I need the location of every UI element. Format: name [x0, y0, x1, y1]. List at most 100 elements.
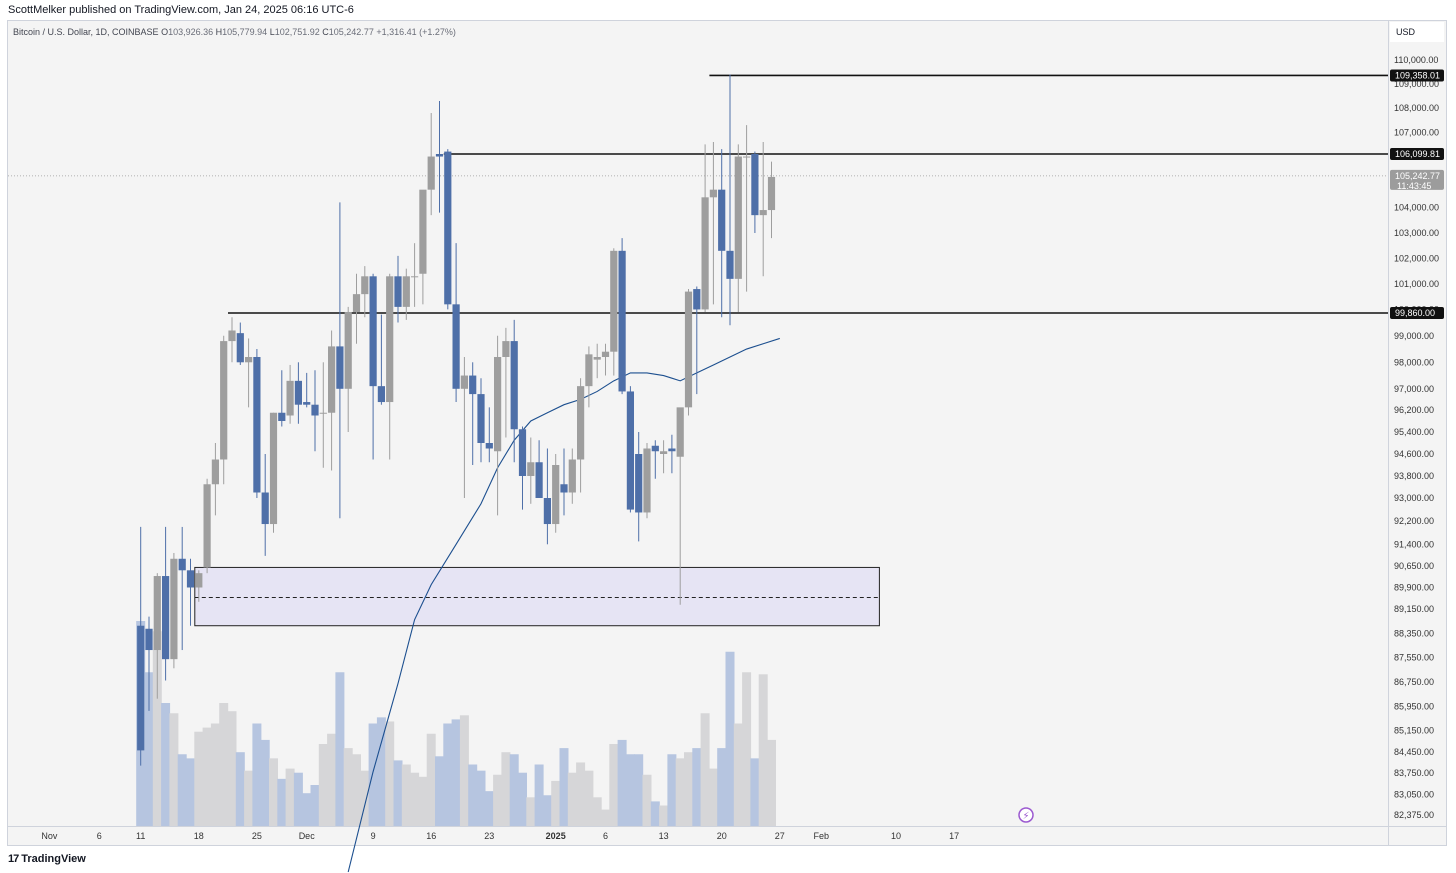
volume-bar	[293, 772, 303, 826]
y-tick-label: 89,900.00	[1394, 583, 1434, 593]
candle-body	[162, 576, 170, 660]
volume-bar	[244, 770, 254, 826]
candle-body	[402, 276, 410, 307]
y-tick-label: 92,200.00	[1394, 516, 1434, 526]
currency-button[interactable]: USD	[1390, 22, 1444, 42]
y-tick-label: 84,450.00	[1394, 747, 1434, 757]
x-tick-label: 18	[194, 831, 204, 841]
volume-bar	[194, 731, 204, 826]
high-value: 105,779.94	[222, 27, 268, 37]
x-tick-label: 16	[426, 831, 436, 841]
price-label-countdown: 11:43:45	[1397, 181, 1431, 191]
candle-body	[195, 573, 203, 588]
candle-body	[651, 445, 659, 452]
candle-body	[394, 276, 402, 307]
price-label: 106,099.81	[1395, 149, 1440, 159]
y-tick-label: 102,000.00	[1394, 253, 1439, 263]
candle-body	[477, 394, 485, 443]
candle-body	[626, 391, 634, 510]
candle-body	[319, 412, 327, 414]
candle-body	[145, 628, 153, 651]
volume-bar	[717, 748, 727, 826]
volume-bar	[733, 723, 743, 826]
price-label-badge	[1390, 307, 1444, 319]
low-label: L	[269, 27, 275, 37]
volume-bar	[435, 756, 444, 826]
candle-body	[701, 197, 709, 310]
candle-body	[352, 294, 361, 312]
volume-bar	[368, 723, 378, 826]
candle-body	[220, 341, 228, 460]
candle-body	[203, 484, 211, 568]
candle-body	[411, 276, 419, 278]
change-value: +1,316.41 (+1.27%)	[376, 27, 456, 37]
candle-body	[336, 346, 344, 389]
volume-bar	[468, 764, 478, 826]
candle-body	[660, 451, 668, 454]
candle-body	[593, 356, 601, 360]
y-tick-label: 99,000.00	[1394, 331, 1434, 341]
volume-bar	[642, 774, 652, 826]
candle-body	[743, 156, 751, 158]
volume-bar	[360, 770, 370, 826]
tradingview-brand: TradingView	[21, 853, 86, 865]
volume-bar	[418, 776, 428, 826]
volume-bar	[692, 748, 702, 826]
candle-body	[726, 250, 734, 279]
x-tick-label: 23	[484, 831, 494, 841]
candle-body	[153, 576, 161, 651]
candle-body	[170, 558, 178, 660]
price-label-badge	[1390, 169, 1444, 190]
y-tick-label: 96,200.00	[1394, 405, 1434, 415]
volume-bar	[675, 758, 685, 826]
volume-bar	[667, 754, 677, 826]
candle-body	[278, 412, 286, 421]
volume-bar	[235, 752, 245, 826]
volume-bar	[700, 713, 710, 826]
volume-bar	[476, 770, 486, 826]
open-label: O	[161, 27, 169, 37]
tradingview-logo-icon: 17	[8, 853, 19, 865]
candle-body	[494, 356, 502, 452]
candle-body	[485, 443, 493, 449]
y-tick-label: 97,000.00	[1394, 384, 1434, 394]
volume-bar	[451, 719, 461, 826]
candle-body	[543, 498, 551, 525]
candle-body	[618, 250, 626, 392]
volume-bar	[576, 762, 586, 826]
x-tick-label: 11	[136, 831, 145, 841]
candle-body	[211, 459, 219, 485]
volume-bar	[318, 744, 328, 826]
candle-body	[718, 189, 726, 251]
y-tick-label: 85,150.00	[1394, 726, 1434, 736]
volume-bar	[750, 758, 760, 826]
volume-bar	[518, 772, 527, 826]
volume-bar	[708, 768, 718, 826]
replay-icon[interactable]	[1018, 807, 1034, 823]
replay-icon-glyph: ⚡	[1023, 811, 1030, 822]
volume-bar	[219, 703, 229, 826]
x-tick-label: 25	[252, 831, 262, 841]
volume-bar	[443, 723, 453, 826]
close-value: 105,242.77	[328, 27, 374, 37]
y-tick-label: 89,150.00	[1394, 604, 1434, 614]
volume-bar	[742, 672, 752, 826]
volume-bar	[584, 770, 594, 826]
volume-bar	[252, 723, 262, 826]
y-tick-label: 85,950.00	[1394, 701, 1434, 711]
y-tick-label: 104,000.00	[1394, 203, 1439, 213]
volume-bar	[601, 809, 610, 826]
candle-body	[568, 459, 576, 493]
x-tick-label: 2025	[546, 831, 566, 841]
candle-body	[377, 386, 385, 403]
tradingview-logo[interactable]: 17 TradingView	[8, 853, 86, 865]
volume-bar	[617, 739, 627, 826]
volume-bar	[161, 703, 171, 826]
publisher-line: ScottMelker published on TradingView.com…	[8, 4, 354, 16]
volume-bar	[567, 772, 577, 826]
price-label: 105,242.77	[1395, 171, 1440, 181]
candle-body	[585, 354, 593, 387]
y-tick-label: 87,550.00	[1394, 653, 1434, 663]
volume-bar	[767, 739, 776, 826]
